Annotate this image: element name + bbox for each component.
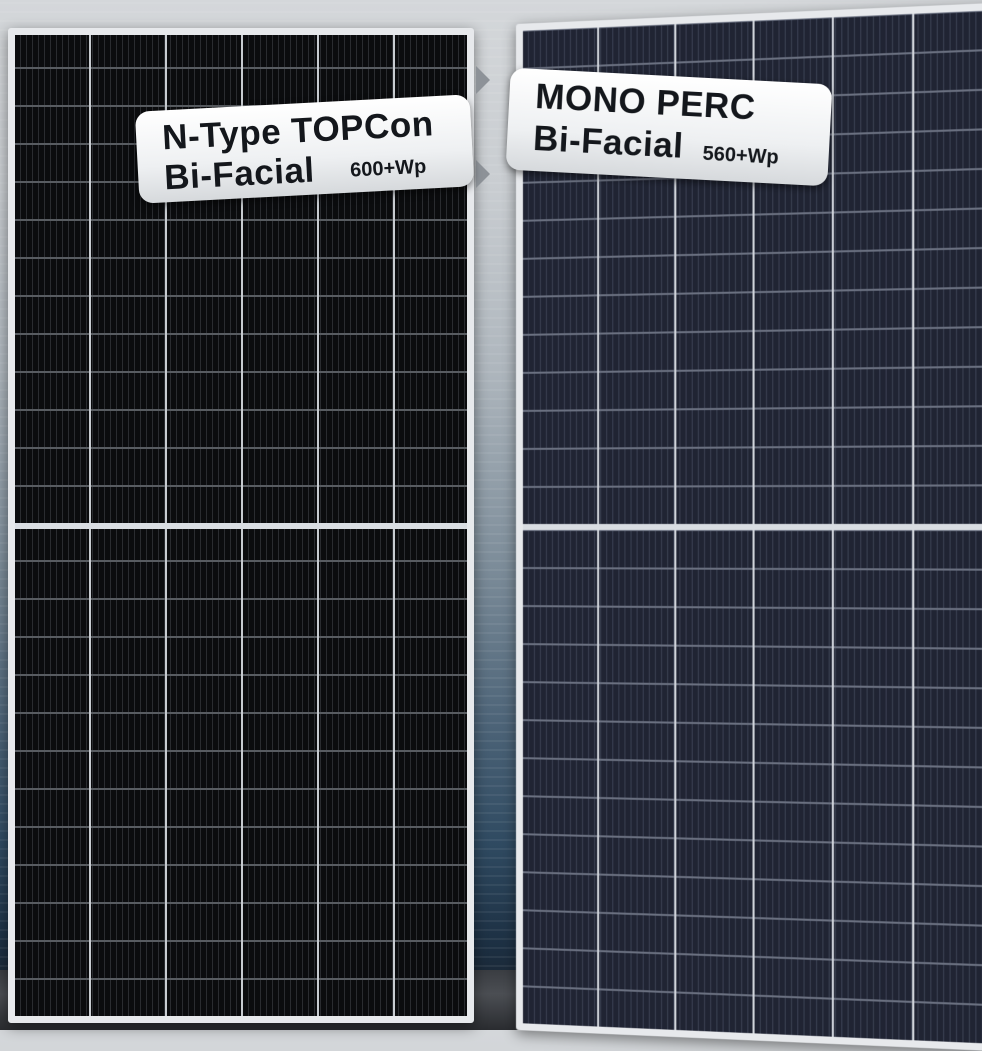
panel-bifacial-text: Bi-Facial [532,121,684,164]
mono-perc-panel-label: MONO PERC Bi-Facial 560+Wp [506,68,833,187]
panel-bifacial-text: Bi-Facial [163,153,315,196]
panel-power-rating: 560+Wp [702,144,779,168]
panel-technology-name: N-Type TOPCon [161,106,434,155]
panel-cells-bottom-half [15,529,467,1017]
topcon-panel-label: N-Type TOPCon Bi-Facial 600+Wp [135,94,474,203]
panel-cells-bottom-half [523,530,982,1044]
panel-technology-name: MONO PERC [534,79,756,125]
panel-clamp-icon [476,160,490,188]
panel-clamp-icon [476,66,490,94]
panel-power-rating: 600+Wp [350,157,427,181]
